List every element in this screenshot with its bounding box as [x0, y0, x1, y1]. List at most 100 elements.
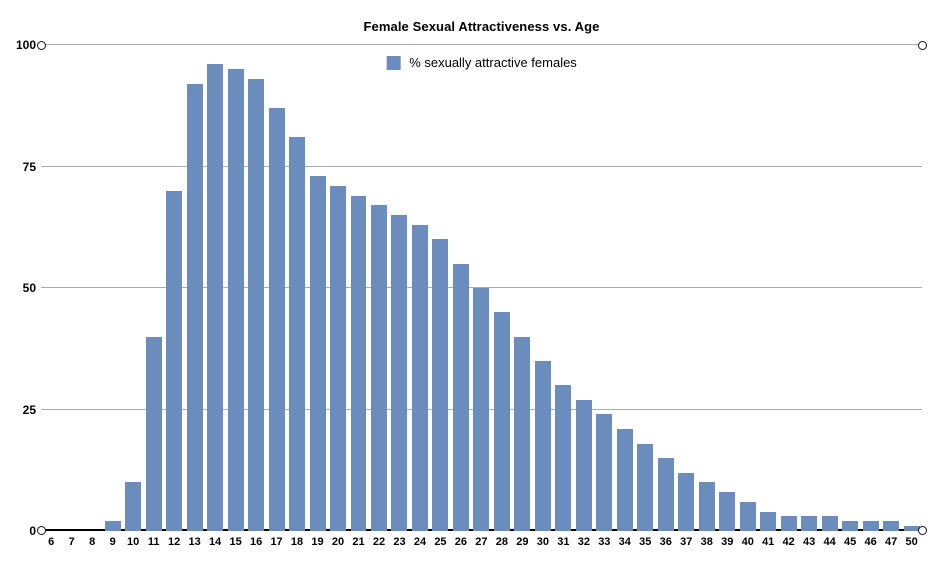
x-tick-label: 15 — [229, 536, 242, 548]
bar-slot — [574, 45, 594, 531]
bar-age-14 — [207, 64, 224, 531]
bar-slot — [225, 45, 245, 531]
bar-age-15 — [227, 69, 244, 531]
bar-age-47 — [883, 521, 900, 531]
x-tick-label: 30 — [536, 536, 549, 548]
bar-slot — [348, 45, 368, 531]
x-tick-label: 38 — [700, 536, 713, 548]
bar-age-45 — [842, 521, 859, 531]
bar-slot — [143, 45, 163, 531]
x-tick-label: 21 — [352, 536, 365, 548]
bar-slot — [778, 45, 798, 531]
y-tick-label: 100 — [15, 38, 36, 52]
bar-age-21 — [350, 195, 367, 531]
bar-age-22 — [371, 205, 387, 531]
bar-slot — [512, 45, 532, 531]
bar-age-36 — [657, 458, 674, 531]
bar-slot — [799, 45, 819, 531]
bar-slot — [697, 45, 717, 531]
y-tick-label: 0 — [29, 524, 36, 538]
bar-age-33 — [596, 414, 613, 531]
x-tick-label: 37 — [680, 536, 693, 548]
bar-slot — [553, 45, 573, 531]
bar-slot — [819, 45, 839, 531]
x-tick-label: 6 — [48, 536, 55, 548]
plot-area: % sexually attractive females — [37, 41, 927, 535]
bar-slot — [369, 45, 389, 531]
x-tick-label: 45 — [844, 536, 857, 548]
gridline-75 — [41, 165, 922, 167]
legend: % sexually attractive females — [386, 55, 577, 70]
gridline-50 — [41, 287, 922, 288]
x-tick-label: 12 — [168, 536, 181, 548]
x-tick-label: 23 — [393, 536, 406, 548]
chart-title: Female Sexual Attractiveness vs. Age — [363, 19, 600, 34]
bar-slot — [246, 45, 266, 531]
bar-slot — [389, 45, 409, 531]
x-tick-label: 25 — [434, 536, 447, 548]
bar-slot — [594, 45, 614, 531]
x-tick-label: 9 — [109, 536, 116, 548]
bar-slot — [123, 45, 143, 531]
bar-age-9 — [104, 521, 121, 531]
x-tick-label: 32 — [577, 536, 590, 548]
bar-age-27 — [473, 288, 490, 531]
x-tick-label: 10 — [127, 536, 140, 548]
x-tick-label: 29 — [516, 536, 529, 548]
bar-slot — [615, 45, 635, 531]
bar-slot — [471, 45, 491, 531]
bar-age-35 — [637, 443, 654, 531]
bar-age-30 — [534, 360, 551, 531]
x-tick-label: 39 — [721, 536, 734, 548]
bar-slot — [102, 45, 122, 531]
bar-slot — [676, 45, 696, 531]
x-tick-label: 19 — [311, 536, 324, 548]
x-tick-label: 41 — [762, 536, 775, 548]
x-tick-label: 44 — [823, 536, 836, 548]
x-tick-label: 24 — [413, 536, 427, 548]
bar-age-12 — [166, 190, 183, 531]
bar-slot — [430, 45, 450, 531]
x-tick-label: 22 — [372, 536, 386, 548]
bar-slot — [328, 45, 348, 531]
bar-age-34 — [616, 428, 633, 531]
bar-slot — [492, 45, 512, 531]
x-tick-label: 8 — [89, 536, 96, 548]
bar-slot — [266, 45, 286, 531]
y-tick-label: 75 — [22, 159, 36, 174]
bar-age-28 — [493, 312, 510, 531]
bar-age-16 — [248, 79, 265, 531]
bar-slot — [840, 45, 860, 531]
bar-age-11 — [145, 336, 162, 531]
y-tick-label: 50 — [22, 281, 36, 295]
bar-slot — [41, 45, 61, 531]
bar-age-41 — [760, 511, 777, 531]
bar-slot — [901, 45, 921, 531]
x-tick-label: 16 — [249, 536, 263, 548]
bar-age-17 — [268, 108, 285, 531]
gridline-100 — [41, 44, 922, 45]
x-tick-label: 7 — [68, 536, 75, 548]
bar-slot — [717, 45, 737, 531]
x-tick-label: 27 — [475, 536, 488, 548]
bar-age-42 — [780, 516, 797, 531]
axis-endpoint-marker-bottom-left — [37, 526, 46, 535]
bar-age-25 — [432, 239, 449, 531]
bar-slot — [758, 45, 778, 531]
bar-age-13 — [186, 83, 203, 531]
x-tick-label: 46 — [864, 536, 877, 548]
x-tick-label: 17 — [270, 536, 283, 548]
x-tick-label: 36 — [659, 536, 672, 548]
bar-slot — [82, 45, 102, 531]
legend-label: % sexually attractive females — [409, 55, 577, 70]
bar-slot — [451, 45, 471, 531]
bar-age-50 — [903, 526, 920, 531]
x-axis-labels: 6 7 8 9 10 11 12 13 14 15 16 17 18 19 20 21 22 23 24 25 26 27… — [41, 536, 922, 548]
x-tick-label: 34 — [618, 536, 631, 548]
legend-swatch-icon — [386, 55, 401, 70]
bar-slot — [61, 45, 81, 531]
bar-age-23 — [391, 215, 408, 531]
bar-slot — [737, 45, 757, 531]
bar-slot — [410, 45, 430, 531]
